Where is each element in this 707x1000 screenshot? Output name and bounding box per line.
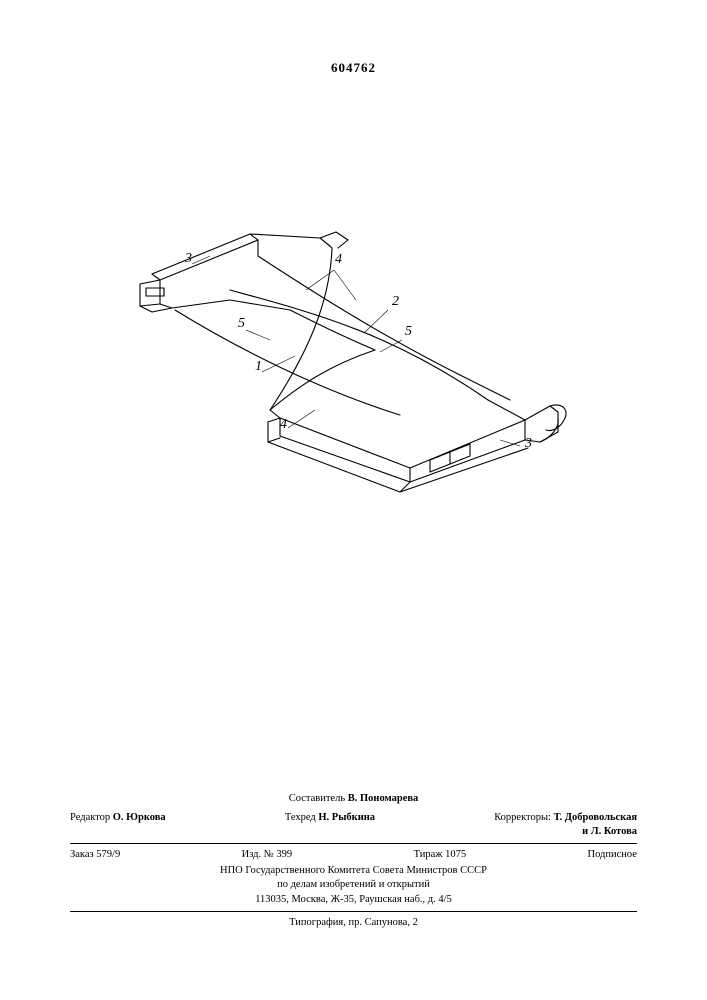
- publisher-line1: НПО Государственного Комитета Совета Мин…: [70, 864, 637, 878]
- proofreaders-names-2: и Л. Котова: [582, 826, 637, 837]
- callout-5: 5: [238, 316, 245, 331]
- techred-name: Н. Рыбкина: [318, 812, 375, 823]
- compiler-name: В. Пономарева: [348, 793, 419, 804]
- staff-line: Редактор О. Юркова Техред Н. Рыбкина Кор…: [70, 811, 637, 839]
- techred-col: Техред Н. Рыбкина: [285, 811, 375, 839]
- publisher-line2: по делам изобретений и открытий: [70, 878, 637, 892]
- divider-2: [70, 911, 637, 912]
- order-no: Заказ 579/9: [70, 848, 120, 862]
- publisher-line3: 113035, Москва, Ж-35, Раушская наб., д. …: [70, 893, 637, 907]
- print-run: Тираж 1075: [414, 848, 467, 862]
- callout-1: 1: [255, 359, 262, 374]
- figure-svg: 3 4 2 5 5 1 4 3: [80, 160, 620, 580]
- edition-no: Изд. № 399: [242, 848, 293, 862]
- patent-page: 604762: [0, 0, 707, 1000]
- techred-label: Техред: [285, 812, 316, 823]
- technical-figure: 3 4 2 5 5 1 4 3: [80, 160, 620, 580]
- document-number: 604762: [0, 60, 707, 76]
- callout-4: 4: [335, 252, 342, 267]
- callout-4b: 4: [280, 417, 287, 432]
- compiler-line: Составитель В. Пономарева: [70, 792, 637, 806]
- imprint-block: Составитель В. Пономарева Редактор О. Юр…: [70, 792, 637, 930]
- editor-name: О. Юркова: [113, 812, 166, 823]
- proofreaders-col: Корректоры: Т. Добровольская и Л. Котова: [494, 811, 637, 839]
- callout-3b: 3: [524, 436, 532, 451]
- callout-5b: 5: [405, 324, 412, 339]
- divider-1: [70, 843, 637, 844]
- callout-2: 2: [392, 294, 399, 309]
- editor-col: Редактор О. Юркова: [70, 811, 166, 839]
- publisher-block: НПО Государственного Комитета Совета Мин…: [70, 864, 637, 907]
- proofreaders-label: Корректоры:: [494, 812, 551, 823]
- typography-line: Типография, пр. Сапунова, 2: [70, 916, 637, 930]
- callout-group: 3 4 2 5 5 1 4 3: [184, 251, 532, 451]
- editor-label: Редактор: [70, 812, 110, 823]
- order-line: Заказ 579/9 Изд. № 399 Тираж 1075 Подпис…: [70, 848, 637, 862]
- callout-3: 3: [184, 251, 192, 266]
- compiler-label: Составитель: [289, 793, 345, 804]
- subscription: Подписное: [588, 848, 637, 862]
- proofreaders-names-1: Т. Добровольская: [554, 812, 637, 823]
